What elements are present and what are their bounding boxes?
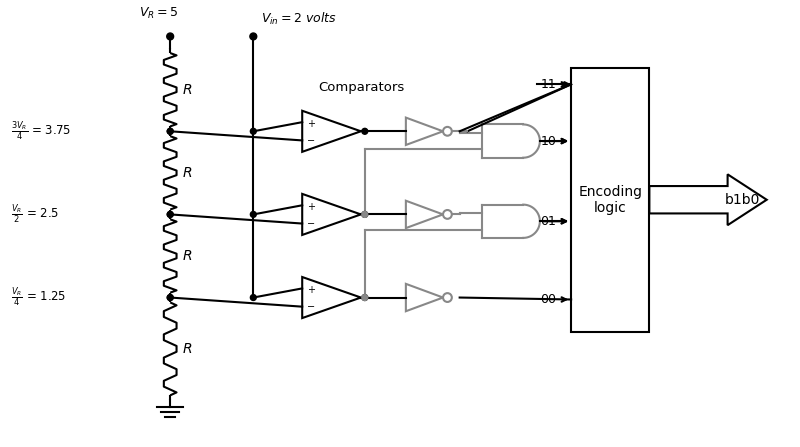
Text: $-$: $-$ [306, 134, 315, 144]
Circle shape [167, 128, 173, 134]
Text: $-$: $-$ [306, 300, 315, 310]
Bar [571, 68, 650, 332]
Text: 00: 00 [541, 293, 557, 306]
Text: Encoding
logic: Encoding logic [578, 185, 642, 215]
Circle shape [167, 128, 173, 134]
Text: $\frac{V_R}{2}$ = 2.5: $\frac{V_R}{2}$ = 2.5 [10, 203, 59, 226]
Circle shape [166, 33, 174, 40]
Text: $R$: $R$ [182, 166, 192, 180]
Circle shape [362, 128, 368, 134]
Text: $R$: $R$ [182, 342, 192, 356]
Circle shape [250, 128, 256, 134]
Circle shape [250, 33, 257, 40]
Text: $V_R = 5$: $V_R = 5$ [139, 6, 178, 21]
Circle shape [167, 211, 173, 217]
Text: +: + [307, 285, 315, 295]
Text: 11: 11 [541, 78, 557, 91]
Text: $V_{in} = 2\ \mathit{volts}$: $V_{in} = 2\ \mathit{volts}$ [261, 11, 337, 27]
Circle shape [250, 295, 256, 300]
Circle shape [362, 211, 368, 217]
Text: Comparators: Comparators [318, 81, 404, 94]
Circle shape [167, 295, 173, 300]
Text: +: + [307, 119, 315, 129]
Circle shape [362, 211, 368, 217]
Text: b1b0: b1b0 [725, 193, 760, 207]
Circle shape [167, 211, 173, 217]
Text: $\frac{3V_R}{4}$ = 3.75: $\frac{3V_R}{4}$ = 3.75 [10, 120, 71, 143]
Text: 01: 01 [541, 215, 557, 228]
Circle shape [250, 211, 256, 217]
Text: +: + [307, 202, 315, 212]
Circle shape [167, 295, 173, 300]
Text: $R$: $R$ [182, 249, 192, 263]
Text: 10: 10 [541, 135, 557, 148]
Text: $R$: $R$ [182, 83, 192, 97]
Text: $\frac{V_R}{4}$ = 1.25: $\frac{V_R}{4}$ = 1.25 [10, 286, 66, 309]
Circle shape [362, 295, 368, 300]
Text: $-$: $-$ [306, 217, 315, 227]
Circle shape [362, 295, 368, 300]
